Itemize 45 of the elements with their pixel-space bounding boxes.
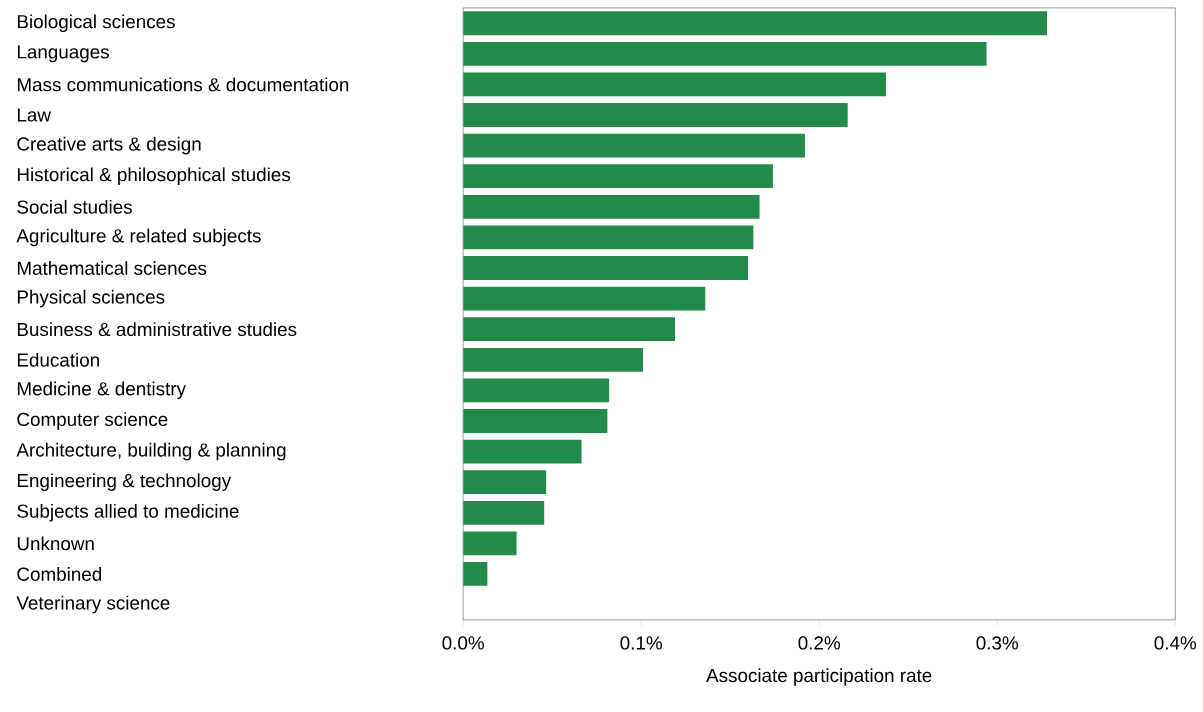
y-tick-label: Veterinary science xyxy=(16,595,170,614)
y-tick-label: Engineering & technology xyxy=(17,473,232,491)
y-tick-label: Historical & philosophical studies xyxy=(17,167,291,185)
y-tick-label: Combined xyxy=(17,567,102,581)
bar xyxy=(463,72,886,97)
bar xyxy=(463,500,545,525)
y-tick-label: Creative arts & design xyxy=(17,136,201,155)
bar xyxy=(463,378,610,403)
y-tick-label: Agriculture & related subjects xyxy=(16,228,261,247)
bar xyxy=(463,103,848,127)
y-tick-label: Computer science xyxy=(17,412,168,430)
y-tick-label: Business & administrative studies xyxy=(17,322,297,337)
y-tick-label: Mathematical sciences xyxy=(17,261,207,275)
bar xyxy=(463,562,488,586)
bar xyxy=(463,439,582,464)
x-tick-label: 0.0% xyxy=(442,636,484,650)
y-tick-label: Biological sciences xyxy=(17,14,175,32)
y-tick-label: Law xyxy=(17,108,51,122)
y-tick-label: Medicine & dentistry xyxy=(17,381,186,400)
y-tick-label: Architecture, building & planning xyxy=(16,442,286,461)
x-tick-label: 0.1% xyxy=(620,636,662,650)
x-tick-label: 0.3% xyxy=(976,636,1019,650)
bar xyxy=(463,256,748,280)
y-tick-label: Physical sciences xyxy=(17,289,165,308)
bar xyxy=(463,470,547,495)
bar xyxy=(463,41,987,66)
y-tick-label: Unknown xyxy=(17,536,94,551)
bar xyxy=(463,317,676,342)
y-tick-label: Mass communications & documentation xyxy=(17,77,349,92)
x-axis-title: Associate participation rate xyxy=(706,668,932,686)
bar xyxy=(463,164,773,189)
x-tick-label: 0.2% xyxy=(798,636,841,650)
bar xyxy=(463,347,643,372)
bar xyxy=(463,133,805,158)
y-tick-label: Education xyxy=(17,352,99,367)
bar xyxy=(463,286,706,311)
y-tick-label: Subjects allied to medicine xyxy=(17,503,239,522)
bar xyxy=(463,531,517,556)
bar xyxy=(463,11,1048,36)
bar xyxy=(463,409,608,433)
bar xyxy=(463,225,754,250)
bar xyxy=(463,194,760,219)
x-tick-label: 0.4% xyxy=(1154,636,1197,650)
y-tick-label: Social studies xyxy=(17,199,132,214)
y-tick-label: Languages xyxy=(17,45,109,63)
